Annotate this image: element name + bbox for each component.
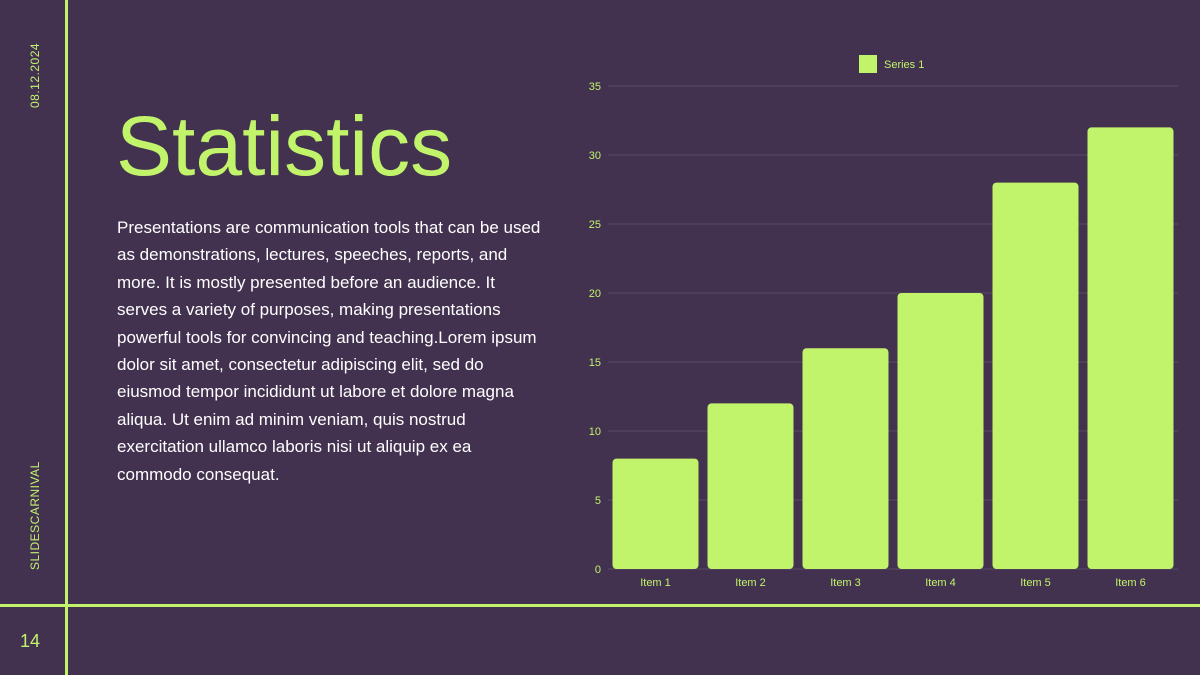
y-tick-label: 0 [595,564,601,576]
bar [707,403,794,569]
horizontal-divider [0,604,1200,607]
bar [897,293,984,569]
page-number: 14 [20,631,41,651]
x-tick-label: Item 1 [640,577,671,589]
vertical-divider [65,0,68,675]
y-tick-label: 35 [589,81,601,93]
y-tick-label: 20 [589,288,601,300]
bar [802,348,889,569]
bar [992,182,1079,569]
slide-body-text: Presentations are communication tools th… [117,218,541,484]
y-tick-label: 25 [589,219,601,231]
x-tick-label: Item 6 [1115,577,1146,589]
y-tick-label: 15 [589,357,601,369]
bar [612,458,699,569]
x-tick-label: Item 5 [1020,577,1051,589]
bar [1087,127,1174,570]
slide-title: Statistics [116,99,453,193]
x-tick-label: Item 4 [925,577,956,589]
y-tick-label: 30 [589,150,601,162]
legend-swatch [859,55,877,73]
y-tick-label: 10 [589,426,601,438]
y-tick-label: 5 [595,495,601,507]
x-tick-label: Item 3 [830,577,861,589]
x-tick-label: Item 2 [735,577,766,589]
legend-label: Series 1 [884,59,924,71]
